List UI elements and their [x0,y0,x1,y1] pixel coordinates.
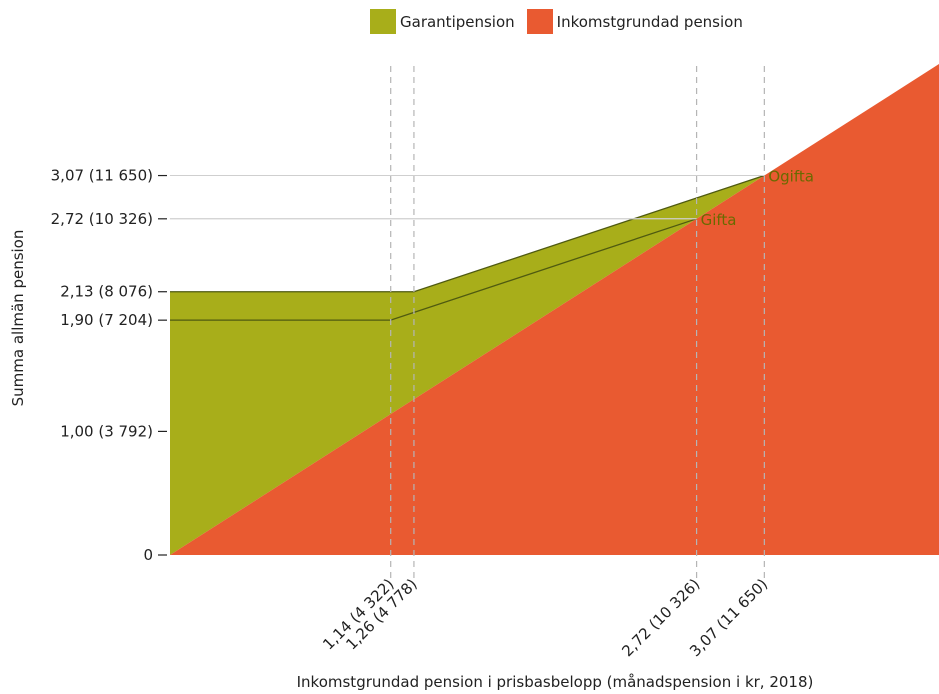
legend-label-inkomstgrundad-pension: Inkomstgrundad pension [556,12,743,31]
legend-item-inkomstgrundad-pension: Inkomstgrundad pension [526,9,743,34]
x-axis-title: Inkomstgrundad pension i prisbasbelopp (… [297,673,814,691]
y-tick-label-5: 3,07 (11 650) [51,167,153,185]
annotation-ogifta: Ogifta [768,168,814,186]
y-tick-label-1: 1,00 (3 792) [60,422,153,440]
legend: Garantipension Inkomstgrundad pension [370,9,755,34]
y-tick-label-0: 0 [143,546,153,564]
y-tick-label-3: 2,13 (8 076) [60,283,153,301]
y-axis-title: Summa allmän pension [9,230,27,407]
legend-swatch-garantipension [370,9,396,34]
legend-label-garantipension: Garantipension [400,12,515,31]
area-inkomstgrundad-pension [170,64,939,555]
annotation-gifta: Gifta [701,211,737,229]
legend-item-garantipension: Garantipension [370,9,515,34]
legend-swatch-inkomstgrundad-pension [526,9,553,34]
y-tick-label-2: 1,90 (7 204) [60,311,153,329]
y-tick-label-4: 2,72 (10 326) [51,210,153,228]
